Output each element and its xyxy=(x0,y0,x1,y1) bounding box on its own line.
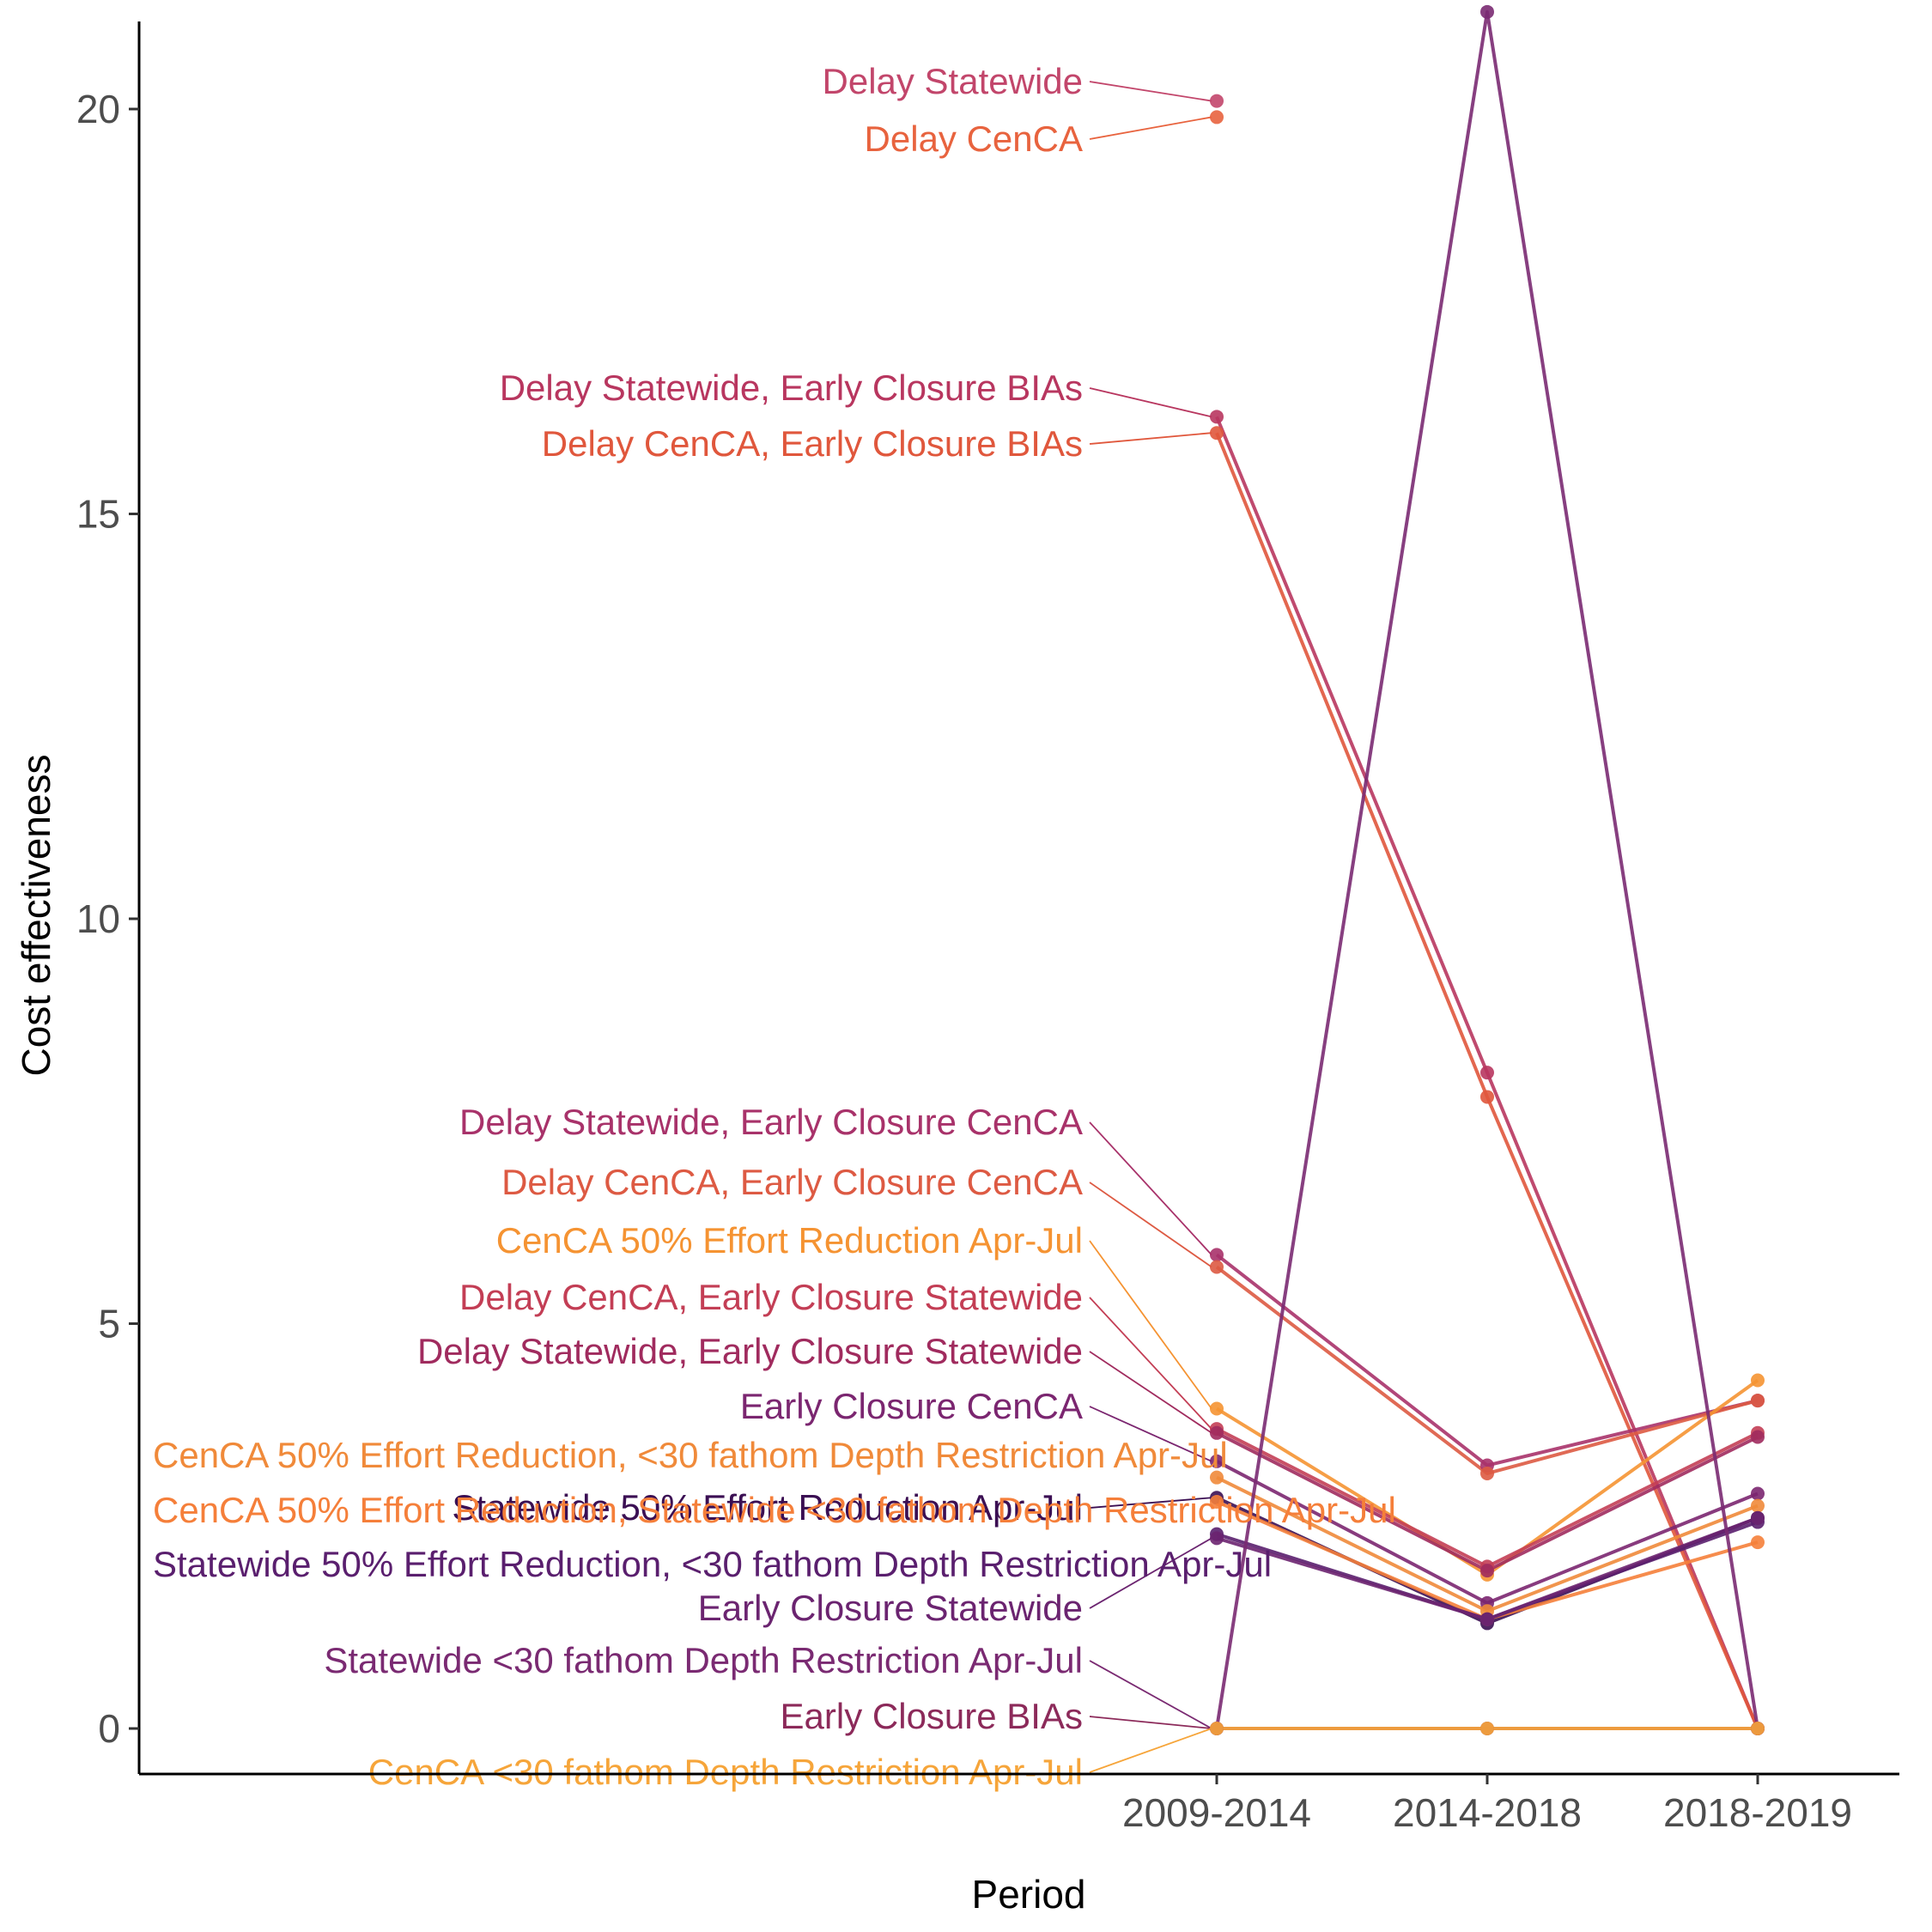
series-label-cenca-50-effort-reduction-30-fathom-depth-restriction-apr-jul: CenCA 50% Effort Reduction, <30 fathom D… xyxy=(153,1435,1228,1475)
data-point-delay-statewide-early-closure-statewide xyxy=(1751,1430,1765,1444)
axis-ticks: 0 5 10 15 20 2009-2014 2014-2018 2018-2019 xyxy=(76,87,1852,1835)
data-point-delay-statewide-early-closure-statewide xyxy=(1480,1564,1494,1578)
data-point-delay-statewide-early-closure-cenca xyxy=(1210,1248,1224,1262)
data-point-cenca-50-effort-reduction-apr-jul xyxy=(1210,1401,1224,1416)
data-point-delay-statewide-early-closure-bias xyxy=(1480,1066,1494,1080)
series-label-delay-cenca-early-closure-bias: Delay CenCA, Early Closure BIAs xyxy=(542,423,1083,464)
x-axis-title: Period xyxy=(972,1872,1086,1917)
leader-line-statewide-50-effort-reduction-apr-jul xyxy=(1089,1497,1212,1509)
data-point-early-closure-statewide xyxy=(1210,1531,1224,1546)
series-label-cenca-50-effort-reduction-apr-jul: CenCA 50% Effort Reduction Apr-Jul xyxy=(496,1220,1083,1261)
data-point-early-closure-cenca xyxy=(1751,1486,1765,1501)
y-tick-label: 15 xyxy=(76,492,120,537)
data-point-cenca-50-effort-reduction-statewide-30-fathom-depth-restriction-apr-jul xyxy=(1210,1494,1224,1509)
data-point-early-closure-cenca xyxy=(1210,1454,1224,1468)
x-tick-label: 2009-2014 xyxy=(1122,1790,1311,1835)
x-tick-label: 2018-2019 xyxy=(1663,1790,1852,1835)
series-label-cenca-50-effort-reduction-statewide-30-fathom-depth-restriction-apr-jul: CenCA 50% Effort Reduction, Statewide <3… xyxy=(153,1490,1396,1530)
series-label-delay-cenca-early-closure-statewide: Delay CenCA, Early Closure Statewide xyxy=(459,1277,1083,1317)
data-point-cenca-50-effort-reduction-30-fathom-depth-restriction-apr-jul xyxy=(1210,1470,1224,1485)
data-point-delay-cenca-early-closure-bias xyxy=(1480,1090,1494,1104)
leader-line-delay-cenca-early-closure-statewide xyxy=(1089,1297,1212,1430)
leader-line-cenca-30-fathom-depth-restriction-apr-jul xyxy=(1089,1728,1212,1773)
leader-line-delay-cenca-early-closure-cenca xyxy=(1089,1182,1212,1268)
series-label-delay-statewide-early-closure-cenca: Delay Statewide, Early Closure CenCA xyxy=(459,1102,1083,1142)
data-point-cenca-50-effort-reduction-30-fathom-depth-restriction-apr-jul xyxy=(1751,1498,1765,1513)
leader-line-statewide-30-fathom-depth-restriction-apr-jul xyxy=(1089,1660,1212,1729)
series-label-delay-cenca: Delay CenCA xyxy=(865,118,1083,159)
data-point-delay-statewide xyxy=(1210,94,1224,108)
y-tick-label: 10 xyxy=(76,896,120,941)
data-point-cenca-50-effort-reduction-apr-jul xyxy=(1751,1373,1765,1388)
data-point-early-closure-statewide xyxy=(1480,1612,1494,1626)
y-tick-label: 0 xyxy=(98,1706,120,1751)
leader-line-delay-statewide-early-closure-statewide xyxy=(1089,1351,1212,1434)
data-point-cenca-30-fathom-depth-restriction-apr-jul xyxy=(1210,1722,1224,1735)
leader-line-delay-cenca-early-closure-bias xyxy=(1089,432,1212,445)
leader-line-delay-cenca xyxy=(1089,116,1212,140)
series-label-delay-cenca-early-closure-cenca: Delay CenCA, Early Closure CenCA xyxy=(501,1162,1083,1202)
series-line-delay-statewide-early-closure-cenca xyxy=(1215,1253,1759,1467)
series-line-delay-cenca-early-closure-cenca xyxy=(1215,1265,1759,1475)
y-tick-label: 20 xyxy=(76,87,120,131)
data-point-cenca-30-fathom-depth-restriction-apr-jul xyxy=(1480,1722,1494,1735)
x-tick-label: 2014-2018 xyxy=(1393,1790,1582,1835)
series-label-delay-statewide: Delay Statewide xyxy=(823,61,1084,101)
leader-line-delay-statewide xyxy=(1089,81,1212,102)
data-point-delay-statewide-early-closure-statewide xyxy=(1210,1425,1224,1440)
series-label-delay-statewide-early-closure-statewide: Delay Statewide, Early Closure Statewide xyxy=(417,1331,1083,1371)
data-point-delay-cenca-early-closure-cenca xyxy=(1210,1260,1224,1274)
data-point-delay-cenca-early-closure-cenca xyxy=(1751,1394,1765,1408)
series-label-early-closure-bias: Early Closure BIAs xyxy=(781,1696,1083,1736)
series-label-statewide-50-effort-reduction-30-fathom-depth-restriction-apr-jul: Statewide 50% Effort Reduction, <30 fath… xyxy=(153,1544,1272,1584)
leader-line-early-closure-cenca xyxy=(1089,1406,1212,1462)
data-point-cenca-50-effort-reduction-statewide-30-fathom-depth-restriction-apr-jul xyxy=(1751,1535,1765,1550)
leader-line-delay-statewide-early-closure-cenca xyxy=(1089,1121,1212,1255)
leader-line-cenca-50-effort-reduction-apr-jul xyxy=(1089,1240,1212,1410)
y-axis-title: Cost effectiveness xyxy=(14,754,58,1076)
series-points xyxy=(1210,4,1765,1735)
data-point-statewide-30-fathom-depth-restriction-apr-jul xyxy=(1480,4,1494,19)
series-label-early-closure-statewide: Early Closure Statewide xyxy=(698,1588,1083,1628)
leader-line-early-closure-bias xyxy=(1089,1716,1212,1729)
series-label-cenca-30-fathom-depth-restriction-apr-jul: CenCA <30 fathom Depth Restriction Apr-J… xyxy=(368,1752,1083,1792)
data-point-cenca-30-fathom-depth-restriction-apr-jul xyxy=(1751,1722,1765,1735)
data-point-delay-cenca xyxy=(1210,110,1224,125)
series-labels: Delay Statewide Delay CenCA Delay Statewid… xyxy=(153,61,1396,1792)
series-label-early-closure-cenca: Early Closure CenCA xyxy=(740,1386,1083,1426)
series-label-delay-statewide-early-closure-bias: Delay Statewide, Early Closure BIAs xyxy=(500,368,1083,408)
label-leader-lines xyxy=(1089,81,1212,1773)
axes xyxy=(137,21,1899,1776)
series-label-statewide-30-fathom-depth-restriction-apr-jul: Statewide <30 fathom Depth Restriction A… xyxy=(324,1640,1083,1680)
y-tick-label: 5 xyxy=(98,1302,120,1346)
data-point-delay-cenca-early-closure-bias xyxy=(1210,426,1224,440)
leader-line-early-closure-statewide xyxy=(1089,1537,1212,1609)
leader-line-delay-statewide-early-closure-bias xyxy=(1089,387,1212,418)
data-point-early-closure-statewide xyxy=(1751,1510,1765,1525)
series-label-statewide-50-effort-reduction-apr-jul: Statewide 50% Effort Reduction Apr-Jul xyxy=(452,1487,1083,1528)
data-point-delay-cenca-early-closure-cenca xyxy=(1480,1466,1494,1480)
data-point-delay-statewide-early-closure-bias xyxy=(1210,410,1224,424)
